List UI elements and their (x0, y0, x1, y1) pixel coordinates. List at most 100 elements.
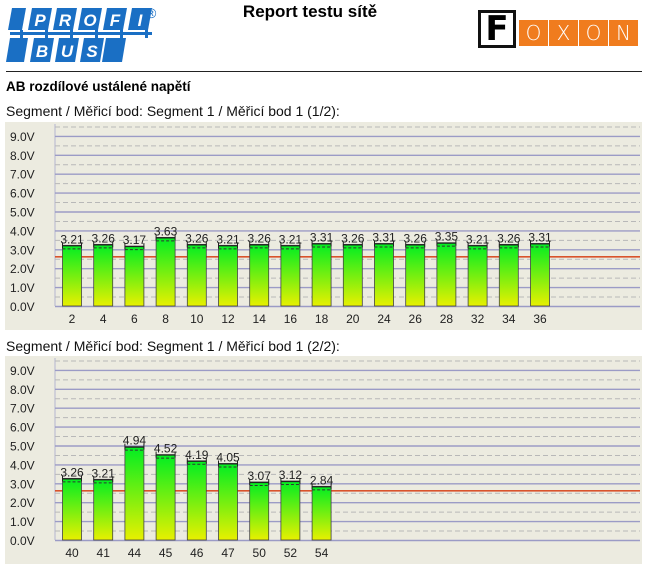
bar (249, 243, 270, 307)
chart-2-plot: 0.0V 1.0V 2.0V 3.0V 4.0V 5.0V 6.0V 7.0V 8.0V 9.0V… (10, 358, 640, 560)
bar-value-label: 3.31 (372, 230, 396, 244)
bar-value-label: 3.12 (279, 468, 303, 482)
x-tick-label: 28 (440, 312, 454, 326)
x-tick-label: 26 (409, 312, 423, 326)
svg-text:U: U (61, 42, 74, 61)
x-tick-label: 41 (97, 546, 111, 560)
svg-text:F: F (110, 11, 121, 30)
x-tick-label: 44 (128, 546, 142, 560)
bar-value-label: 3.21 (466, 232, 490, 246)
bar-value-label: 3.63 (154, 224, 178, 238)
bar-value-label: 4.94 (123, 434, 147, 448)
bar (280, 244, 301, 307)
y-tick-label: 3.0V (10, 477, 35, 491)
bar-value-label: 3.26 (248, 231, 272, 245)
y-tick-label: 2.0V (10, 496, 35, 510)
x-tick-label: 6 (131, 312, 138, 326)
bar-value-label: 3.26 (497, 231, 521, 245)
x-tick-label: 32 (471, 312, 485, 326)
x-tick-label: 14 (253, 312, 267, 326)
bar-value-label: 3.31 (310, 230, 334, 244)
section-title: AB rozdílové ustálené napětí (6, 79, 191, 94)
x-tick-label: 16 (284, 312, 298, 326)
svg-text:S: S (86, 42, 98, 61)
bar-value-label: 4.19 (185, 448, 209, 462)
y-tick-label: 4.0V (10, 458, 35, 472)
foxon-logo: F O X O N (478, 10, 638, 48)
bar (186, 243, 207, 307)
bar (498, 243, 519, 307)
y-tick-label: 0.0V (10, 300, 35, 314)
foxon-letter: N (609, 20, 638, 46)
svg-text:I: I (138, 11, 144, 30)
y-tick-label: 2.0V (10, 262, 35, 276)
chart-1-plot: 0.0V 1.0V 2.0V 3.0V 4.0V 5.0V 6.0V 7.0V 8.0V 9.0V… (10, 124, 640, 326)
bar (218, 463, 238, 541)
x-tick-label: 8 (162, 312, 169, 326)
bar-value-label: 3.26 (92, 231, 116, 245)
y-tick-label: 8.0V (10, 383, 35, 397)
profibus-logo: P R O F I B U S ® (6, 5, 157, 62)
y-tick-label: 9.0V (10, 364, 35, 378)
x-tick-label: 34 (502, 312, 516, 326)
x-tick-label: 10 (190, 312, 204, 326)
bar (124, 245, 145, 307)
bar (374, 243, 394, 307)
chart-1-caption: Segment / Měřicí bod: Segment 1 / Měřicí… (6, 103, 340, 119)
x-tick-label: 12 (221, 312, 235, 326)
bar-value-label: 3.21 (216, 232, 240, 246)
bar-value-label: 4.05 (216, 450, 240, 464)
foxon-letter: O (579, 20, 608, 46)
foxon-letter: O (519, 20, 548, 46)
x-tick-label: 18 (315, 312, 329, 326)
y-tick-label: 5.0V (10, 206, 35, 220)
bar (62, 477, 82, 541)
bar (249, 481, 270, 541)
y-tick-label: 3.0V (10, 243, 35, 257)
x-tick-label: 36 (533, 312, 547, 326)
bar (311, 243, 332, 307)
bar-value-label: 3.21 (279, 232, 303, 246)
chart-1: 0.0V 1.0V 2.0V 3.0V 4.0V 5.0V 6.0V 7.0V 8.0V 9.0V… (5, 122, 642, 330)
x-tick-label: 47 (221, 546, 235, 560)
bar (124, 446, 145, 541)
foxon-letters: O X O N (518, 20, 638, 46)
y-tick-label: 8.0V (10, 149, 35, 163)
report-title: Report testu sítě (242, 2, 378, 21)
bar-value-label: 3.07 (248, 469, 272, 483)
x-tick-label: 24 (377, 312, 391, 326)
bar (93, 478, 114, 541)
bar (62, 244, 82, 307)
x-tick-label: 2 (69, 312, 76, 326)
x-tick-label: 45 (159, 546, 173, 560)
bar-value-label: 3.26 (185, 231, 209, 245)
y-tick-label: 9.0V (10, 130, 35, 144)
y-tick-label: 5.0V (10, 440, 35, 454)
y-tick-label: 7.0V (10, 168, 35, 182)
bar-value-label: 3.26 (60, 465, 84, 479)
svg-text:R: R (59, 11, 72, 30)
x-tick-label: 40 (65, 546, 79, 560)
bar-value-label: 3.26 (404, 231, 428, 245)
y-tick-label: 7.0V (10, 402, 35, 416)
bar-value-label: 3.35 (435, 230, 459, 244)
y-tick-label: 4.0V (10, 224, 35, 238)
x-tick-label: 52 (284, 546, 298, 560)
x-tick-label: 50 (253, 546, 267, 560)
y-tick-label: 1.0V (10, 515, 35, 529)
chart-2: 0.0V 1.0V 2.0V 3.0V 4.0V 5.0V 6.0V 7.0V 8.0V 9.0V… (5, 356, 642, 564)
y-tick-label: 0.0V (10, 534, 35, 548)
x-tick-label: 4 (100, 312, 107, 326)
bar-value-label: 2.84 (310, 473, 334, 487)
y-tick-label: 6.0V (10, 187, 35, 201)
svg-text:O: O (83, 11, 96, 30)
svg-text:B: B (36, 42, 48, 61)
bar (280, 480, 301, 541)
x-tick-label: 46 (190, 546, 204, 560)
bar (311, 485, 332, 541)
bar-value-label: 3.31 (528, 230, 552, 244)
bar (436, 242, 457, 307)
header-divider (6, 71, 642, 72)
bar-value-label: 3.21 (92, 466, 116, 480)
bar (93, 243, 114, 307)
